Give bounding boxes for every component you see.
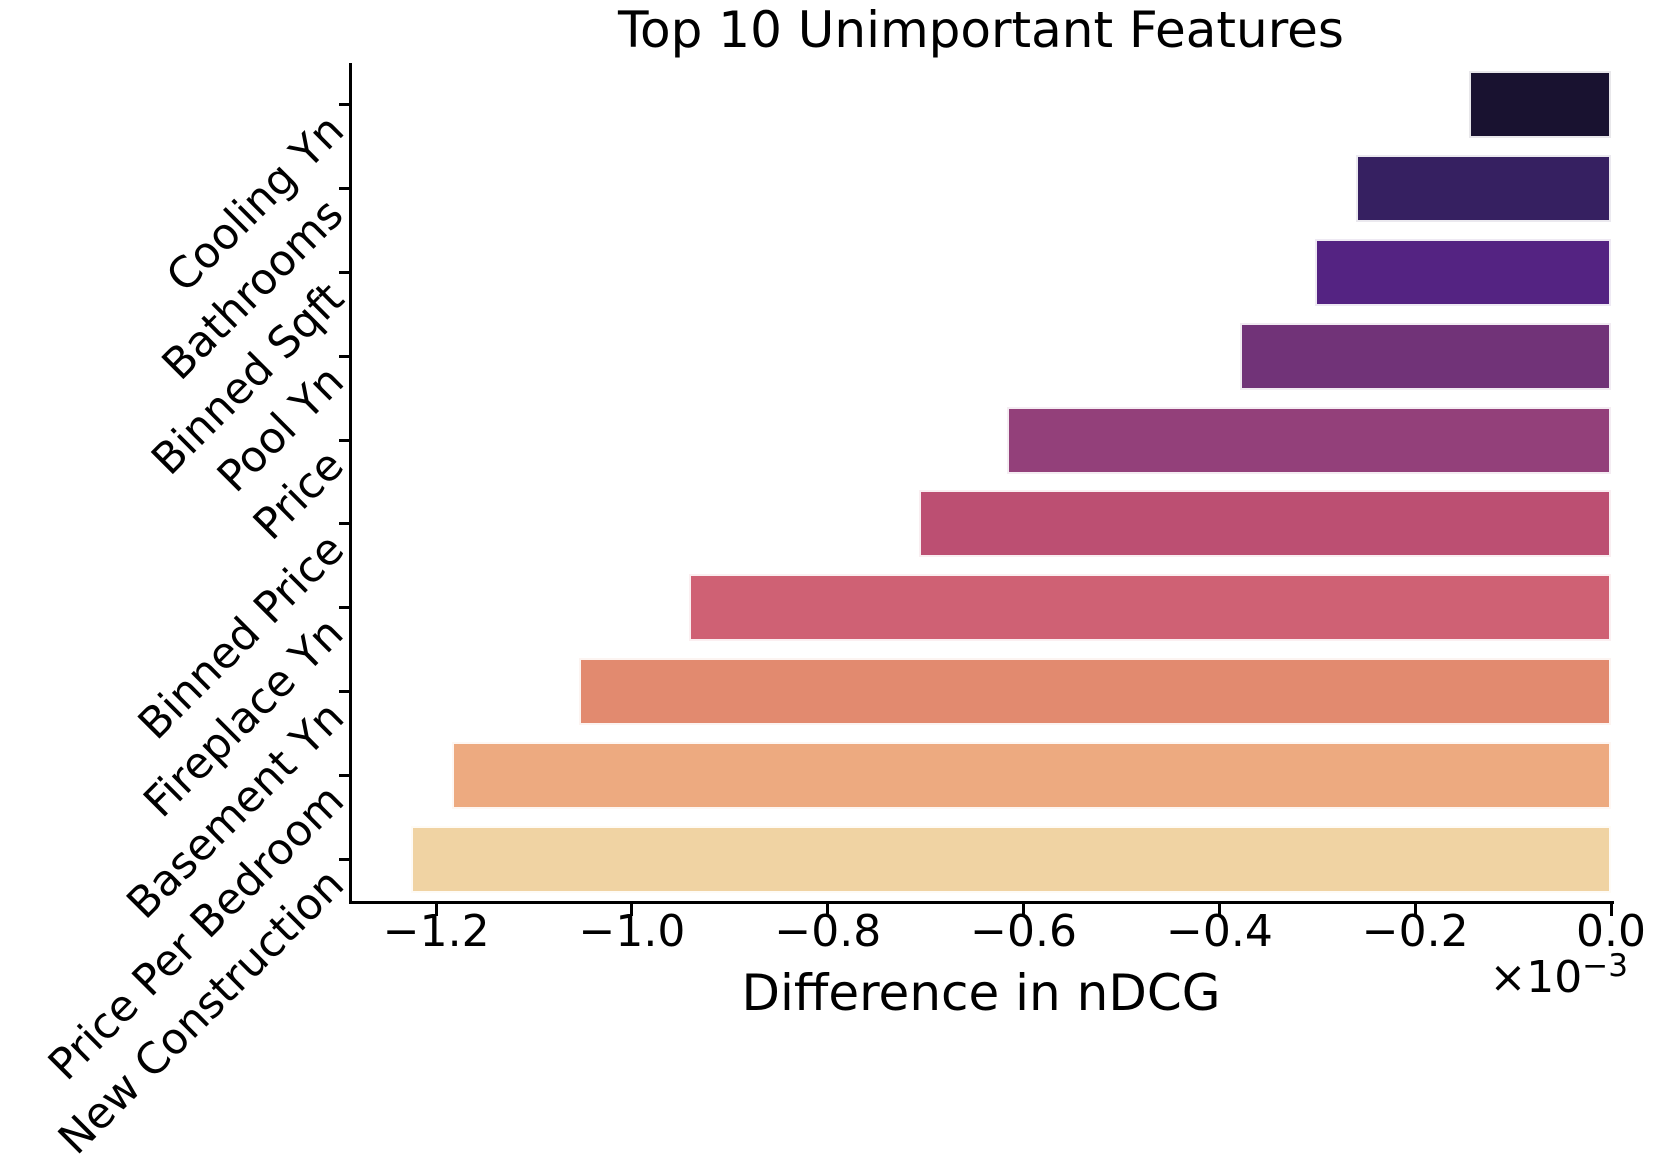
y-tick xyxy=(339,438,351,442)
y-tick xyxy=(339,690,351,693)
y-tick xyxy=(339,857,351,861)
y-tick xyxy=(339,773,351,777)
x-tick-label: −0.6 xyxy=(970,906,1077,957)
y-tick xyxy=(339,103,351,107)
x-tick xyxy=(434,903,438,916)
x-tick xyxy=(630,903,634,916)
bar-cooling-yn xyxy=(1469,71,1611,139)
y-tick xyxy=(339,187,351,191)
bar-basement-yn xyxy=(579,658,1611,725)
y-tick xyxy=(339,606,351,610)
y-tick xyxy=(339,522,351,526)
x-tick xyxy=(1217,903,1221,916)
x-tick xyxy=(1022,903,1026,916)
y-tick xyxy=(339,354,351,358)
y-tick xyxy=(339,271,351,274)
offset-exponent: −3 xyxy=(1582,948,1628,984)
bar-price xyxy=(1006,406,1611,474)
bar-pool-yn xyxy=(1239,322,1611,390)
chart-title: Top 10 Unimportant Features xyxy=(618,1,1344,59)
x-tick-label: −0.4 xyxy=(1165,906,1273,957)
bar-fireplace-yn xyxy=(688,574,1611,642)
x-tick xyxy=(1609,903,1613,916)
offset-mantissa: ×10 xyxy=(1489,952,1583,1003)
x-tick-label: −1.0 xyxy=(578,906,686,957)
x-tick-label: 0.0 xyxy=(1576,906,1646,957)
y-axis-spine xyxy=(349,63,352,904)
x-axis-scale-offset: ×10−3 xyxy=(1489,948,1628,1005)
bar-binned-price xyxy=(918,490,1611,558)
x-axis-label: Difference in nDCG xyxy=(741,964,1221,1022)
bar-new-construction xyxy=(410,825,1611,893)
x-axis-spine xyxy=(349,901,1614,904)
x-tick-label: −1.2 xyxy=(382,906,490,957)
x-tick-label: −0.2 xyxy=(1361,906,1469,957)
bar-binned-sqft xyxy=(1315,239,1611,306)
x-tick-label: −0.8 xyxy=(774,906,882,957)
bar-price-per-bedroom xyxy=(451,741,1611,809)
x-tick xyxy=(826,903,830,916)
x-tick xyxy=(1413,903,1417,916)
bar-bathrooms xyxy=(1356,155,1611,223)
